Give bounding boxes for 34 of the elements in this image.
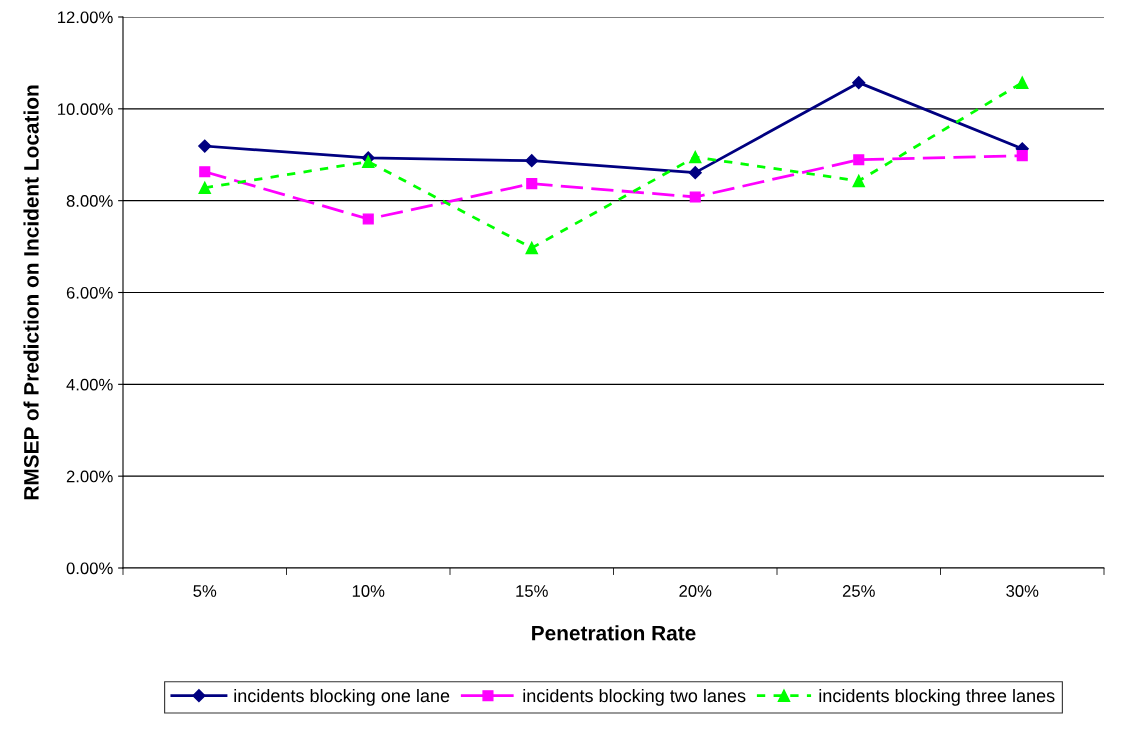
y-tick-label: 8.00% (66, 195, 113, 207)
legend-label: incidents blocking one lane (234, 688, 450, 706)
point (525, 241, 539, 255)
point (689, 191, 701, 203)
point (852, 76, 866, 90)
y-tick-label: 12.00% (58, 11, 113, 24)
point (1016, 150, 1028, 162)
point (199, 166, 211, 178)
x-tick-label: 20% (679, 585, 712, 597)
x-axis-title: Penetration Rate (532, 625, 696, 641)
x-tick-label: 15% (516, 585, 548, 597)
point (198, 181, 212, 195)
x-tick-label: 25% (842, 585, 875, 597)
point (1015, 76, 1029, 89)
x-tick-label: 10% (352, 585, 385, 597)
y-tick-label: 2.00% (66, 470, 113, 483)
point (362, 213, 374, 225)
legend-label: incidents blocking two lanes (523, 688, 746, 706)
point (198, 139, 212, 153)
point (525, 154, 539, 168)
y-tick-label: 10.00% (58, 103, 113, 116)
point (526, 178, 538, 190)
y-axis-title: RMSEP of Prediction on Incident Location (23, 85, 39, 500)
point (361, 155, 375, 168)
y-tick-label: 4.00% (66, 378, 113, 391)
point (853, 154, 865, 166)
point (852, 174, 866, 188)
y-tick-label: 6.00% (66, 286, 113, 299)
x-tick-label: 30% (1006, 585, 1039, 597)
point (688, 166, 702, 180)
y-tick-label: 0.00% (66, 562, 113, 575)
x-tick-label: 5% (193, 585, 217, 597)
legend-label: incidents blocking three lanes (819, 688, 1055, 706)
point (688, 150, 702, 164)
